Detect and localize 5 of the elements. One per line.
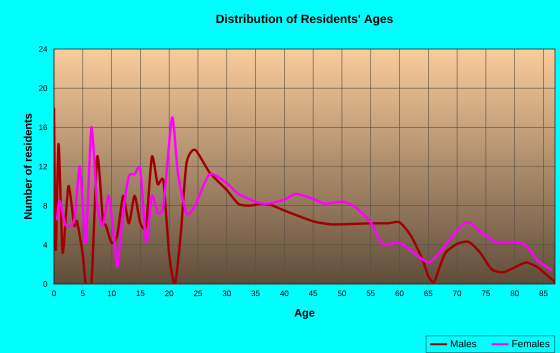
x-axis-title: Age [294,309,314,319]
y-axis-title: Number of residents [24,114,32,220]
legend-label: Males [450,340,476,348]
chart-title: Distribution of Residents' Ages [216,14,393,26]
legend-label: Females [512,340,550,348]
